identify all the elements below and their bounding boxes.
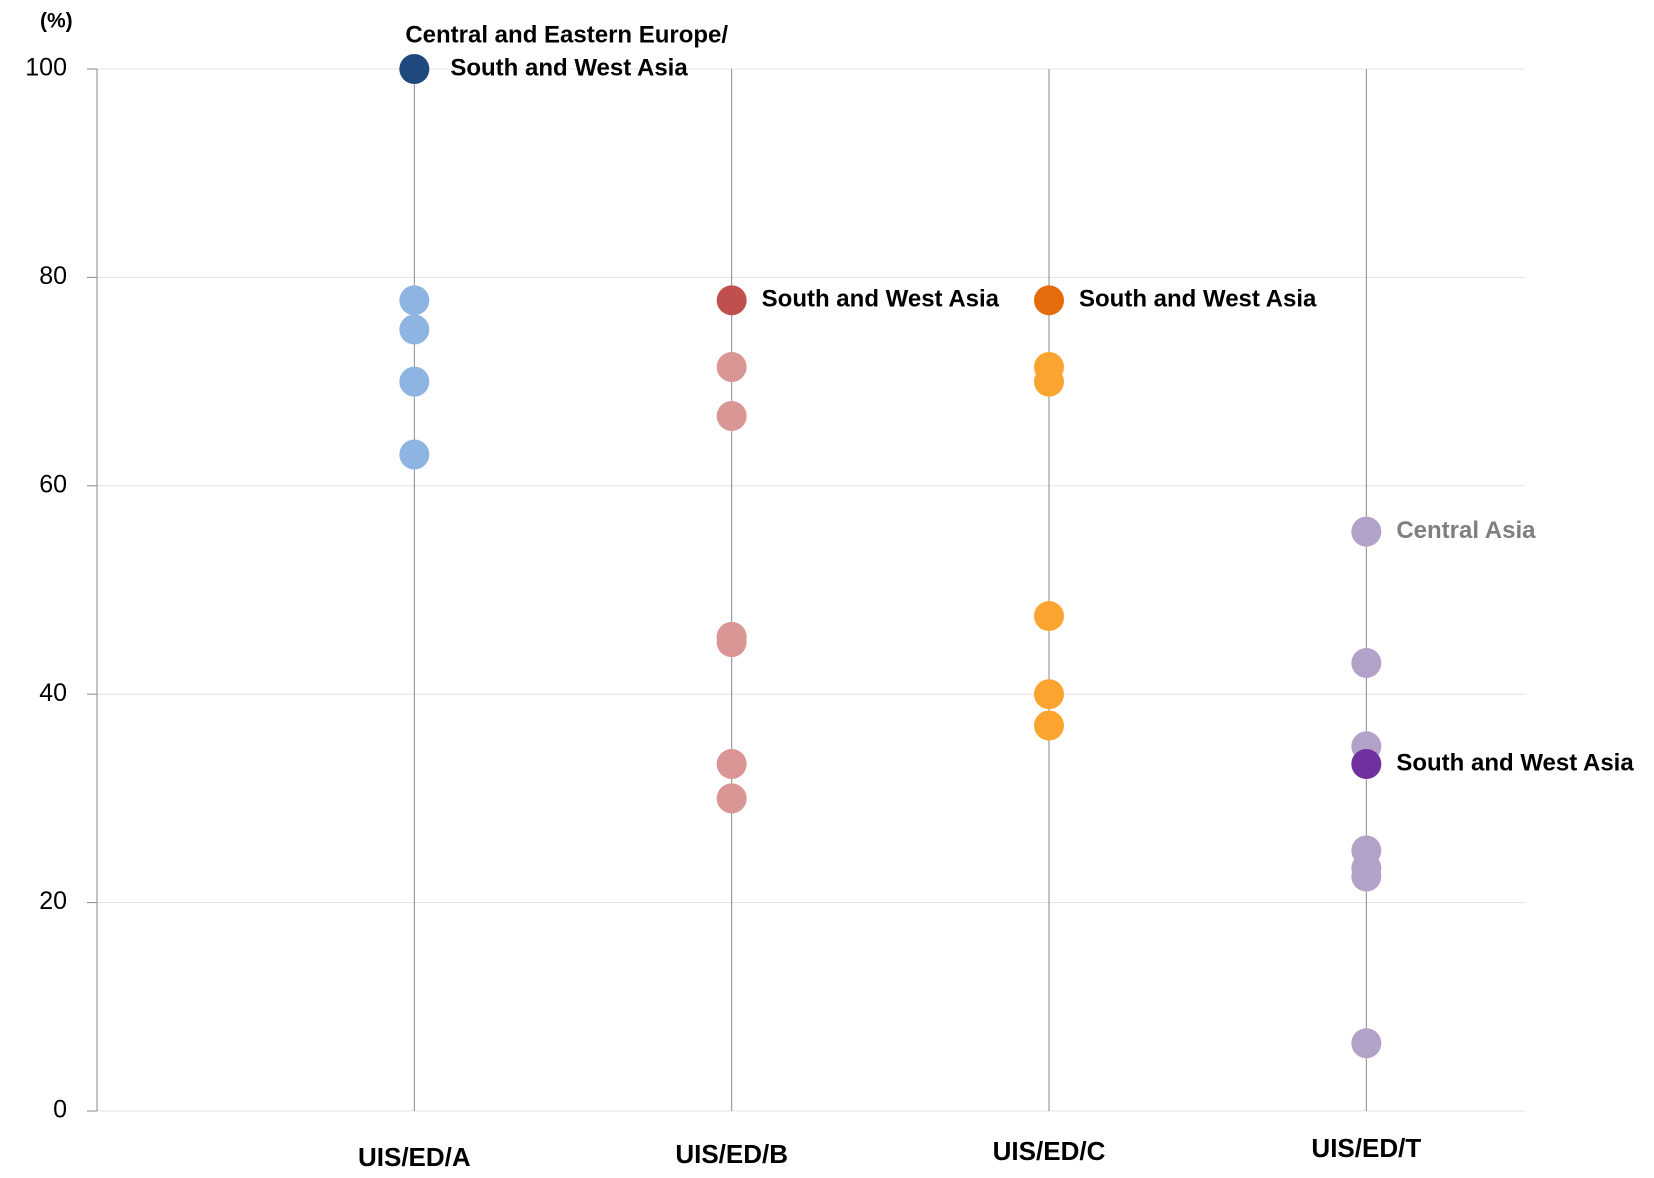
y-tick-label: 0 [53,1096,67,1124]
x-tick-label: UIS/ED/C [993,1136,1106,1166]
dot [399,366,430,397]
dot [716,627,747,658]
dot [1351,861,1382,892]
dot [1351,647,1382,678]
annotation: South and West Asia [762,286,1000,313]
dot [716,400,747,431]
dot [1351,1028,1382,1059]
dot [399,439,430,470]
annotation: South and West Asia [1079,286,1317,313]
y-unit: (%) [40,10,73,33]
y-tick-label: 40 [39,679,67,707]
highlight-dot [399,54,430,84]
dot [1034,679,1064,710]
dot [716,352,747,383]
dot [399,314,430,345]
highlight-dot [716,285,747,316]
dot [1034,710,1064,741]
y-tick-label: 60 [39,470,67,498]
dot [716,783,747,814]
annotation: South and West Asia [450,54,688,81]
dot [399,285,430,316]
x-tick-label: UIS/ED/B [675,1139,788,1169]
annotation: Central and Eastern Europe/ [405,21,728,48]
y-tick-label: 100 [25,54,67,82]
highlight-dot [1351,516,1382,547]
highlight-dot [1351,749,1382,780]
y-tick-label: 20 [39,887,67,915]
highlight-dot [1034,285,1064,316]
dot [716,749,747,780]
y-tick-label: 80 [39,262,67,290]
annotation: South and West Asia [1396,749,1634,776]
x-tick-label: UIS/ED/T [1311,1133,1421,1163]
dot [1034,366,1064,397]
x-tick-label: UIS/ED/A [358,1142,471,1172]
annotation: Central Asia [1396,517,1536,544]
dot [1034,601,1064,632]
